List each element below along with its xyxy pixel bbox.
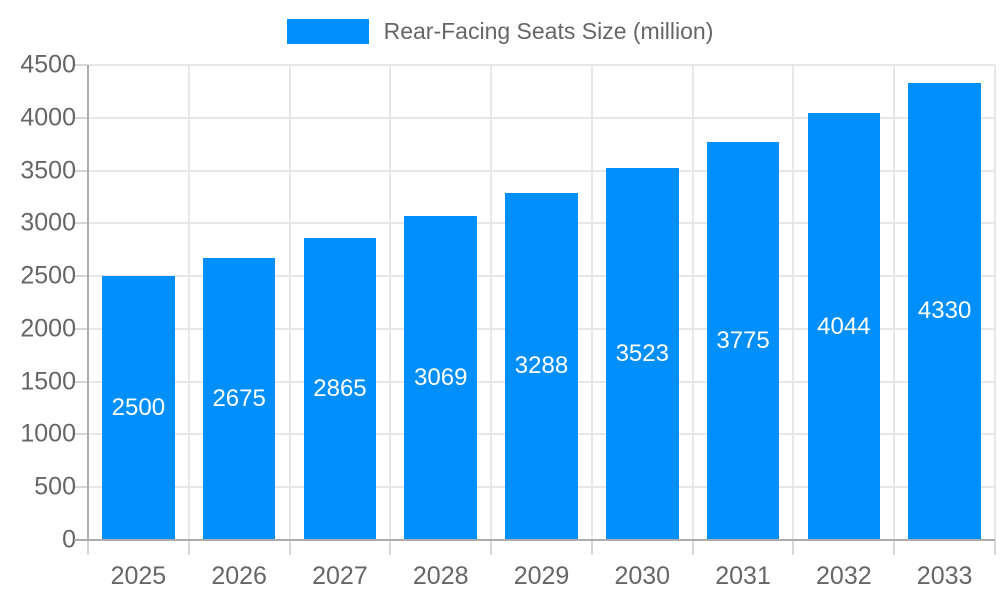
gridline-vertical xyxy=(389,65,392,540)
x-axis-tick xyxy=(187,540,190,555)
x-axis-tick xyxy=(87,540,89,555)
x-axis-tick-label: 2025 xyxy=(110,562,167,590)
bar[interactable] xyxy=(505,192,578,539)
gridline-horizontal xyxy=(88,64,995,66)
bar[interactable] xyxy=(102,276,175,539)
gridline-vertical xyxy=(994,65,996,540)
x-axis-tick-label: 2027 xyxy=(312,562,368,590)
y-axis-tick-label: 4500 xyxy=(20,50,76,79)
y-axis-line xyxy=(87,65,89,541)
y-axis-tick-label: 500 xyxy=(34,472,76,501)
bar[interactable] xyxy=(908,82,981,539)
bar[interactable] xyxy=(404,216,477,539)
x-axis-line xyxy=(74,539,995,541)
x-axis-tick-label: 2032 xyxy=(816,562,872,590)
y-axis-tick xyxy=(74,169,88,172)
bar[interactable] xyxy=(807,113,881,539)
y-axis-tick-label: 0 xyxy=(62,525,76,554)
legend-swatch-icon xyxy=(286,18,369,44)
x-axis-tick xyxy=(490,540,493,555)
gridline-vertical xyxy=(490,65,493,540)
x-axis-tick xyxy=(792,540,795,555)
x-axis-tick xyxy=(590,540,593,555)
y-axis-tick xyxy=(74,380,88,383)
bar[interactable] xyxy=(605,168,679,539)
x-axis-tick xyxy=(994,540,996,555)
y-axis-tick-label: 3000 xyxy=(20,208,76,237)
gridline-vertical xyxy=(893,65,896,540)
bar[interactable] xyxy=(303,237,377,539)
y-axis-tick xyxy=(74,327,88,330)
y-axis-tick xyxy=(74,539,88,541)
bar[interactable] xyxy=(202,257,276,539)
y-axis-tick xyxy=(74,275,88,278)
gridline-vertical xyxy=(288,65,291,540)
x-axis-tick xyxy=(893,540,896,555)
y-axis-tick xyxy=(74,486,88,489)
x-axis-tick-label: 2031 xyxy=(715,562,771,590)
x-axis-tick-label: 2033 xyxy=(916,562,973,590)
y-axis-tick xyxy=(74,116,88,119)
x-axis-tick xyxy=(288,540,291,555)
x-axis-tick xyxy=(691,540,694,555)
y-axis-tick xyxy=(74,64,88,66)
x-axis-tick-label: 2026 xyxy=(211,562,267,590)
y-axis-tick-label: 4000 xyxy=(20,103,76,132)
gridline-vertical xyxy=(187,65,190,540)
x-axis-tick-label: 2029 xyxy=(513,562,570,590)
gridline-vertical xyxy=(792,65,795,540)
x-axis-tick-label: 2028 xyxy=(412,562,469,590)
y-axis-tick xyxy=(74,433,88,436)
y-axis-tick-label: 1500 xyxy=(20,367,76,396)
legend[interactable]: Rear-Facing Seats Size (million) xyxy=(0,14,1000,48)
y-axis-tick-label: 1000 xyxy=(20,419,76,448)
gridline-vertical xyxy=(691,65,694,540)
legend-label: Rear-Facing Seats Size (million) xyxy=(383,17,714,44)
y-axis-tick-label: 2500 xyxy=(20,261,76,290)
y-axis-tick-label: 3500 xyxy=(20,156,76,185)
x-axis-tick xyxy=(389,540,392,555)
bar[interactable] xyxy=(706,141,780,539)
gridline-vertical xyxy=(590,65,593,540)
y-axis-tick-label: 2000 xyxy=(20,314,76,343)
y-axis-tick xyxy=(74,222,88,225)
x-axis-tick-label: 2030 xyxy=(614,562,671,590)
